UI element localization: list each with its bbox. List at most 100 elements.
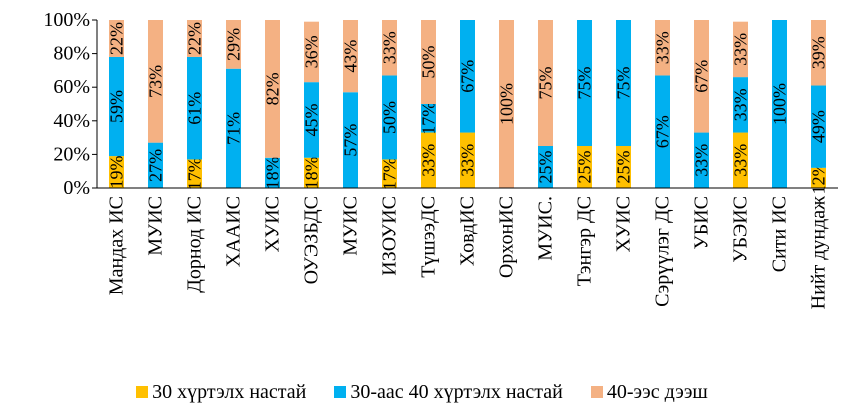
data-label: 18% [263, 156, 283, 189]
bar-segment [343, 20, 358, 93]
bar-segment [265, 20, 280, 158]
bar-segment [460, 132, 475, 188]
x-axis: Мандах ИС МУИС Дорнод ИС ХААИС ХУИС ОУЭЗБДС МУ… [97, 187, 838, 310]
bar-segment [226, 68, 241, 188]
data-label: 22% [185, 22, 205, 55]
data-label: 43% [341, 40, 361, 73]
data-label: 33% [731, 88, 751, 121]
data-label: 33% [692, 144, 712, 177]
category-label: МУИС [340, 196, 362, 256]
category-label: УБИС [691, 196, 713, 249]
bar-segment [733, 21, 748, 78]
bar-segment [733, 77, 748, 133]
y-tick-label: 80% [53, 43, 90, 65]
bar-segment [187, 20, 202, 57]
legend: 30 хүртэлх настай 30-аас 40 хүртэлх наст… [0, 378, 844, 406]
bar-segment [538, 146, 553, 188]
data-label: 50% [419, 46, 439, 79]
bar-segment [109, 20, 124, 57]
data-label: 17% [380, 157, 400, 190]
data-label: 25% [536, 151, 556, 184]
category-label: Сити ИС [769, 196, 791, 272]
data-label: 67% [692, 60, 712, 93]
y-tick-label: 20% [53, 143, 90, 165]
data-label: 71% [224, 112, 244, 145]
bar-segment [694, 132, 709, 188]
bar-segment [304, 82, 319, 158]
bar-segment [148, 20, 163, 143]
bar-segment [460, 20, 475, 133]
bar-segment [382, 20, 397, 76]
category-label: ОрхонИС [496, 196, 518, 278]
y-tick-label: 60% [53, 76, 90, 98]
data-label: 100% [497, 83, 517, 125]
bar-segment [304, 157, 319, 188]
bar-segment [109, 56, 124, 157]
bar-segment [811, 167, 826, 188]
data-label: 27% [146, 149, 166, 182]
category-label: ОУЭЗБДС [301, 196, 323, 284]
y-axis: 0% 20% 40% 60% 80% 100% [43, 9, 98, 199]
data-label: 25% [614, 151, 634, 184]
category-label: ХУИС [262, 196, 284, 252]
y-tick-label: 0% [63, 177, 90, 199]
data-label: 75% [575, 67, 595, 100]
bar-segment [148, 142, 163, 188]
bar-segment [616, 146, 631, 188]
legend-swatch-under-30 [136, 386, 149, 398]
legend-item-30-40: 30-аас 40 хүртэлх настай [334, 381, 563, 404]
bar-segment [577, 146, 592, 188]
data-label: 67% [653, 115, 673, 148]
bar-segment [655, 75, 670, 188]
category-label: МУИС. [535, 196, 557, 261]
data-label: 45% [302, 103, 322, 136]
legend-item-over-40: 40-ээс дээш [590, 380, 708, 404]
legend-item-under-30: 30 хүртэлх настай [136, 381, 306, 404]
bar-segment [343, 92, 358, 188]
category-label: ТүшээДС [418, 196, 440, 278]
data-label: 17% [419, 102, 439, 135]
category-label: ХУИС [613, 196, 635, 252]
bar-segment [811, 85, 826, 168]
data-label: 100% [770, 83, 790, 125]
bar-segment [187, 159, 202, 188]
data-label: 61% [185, 92, 205, 125]
data-label: 33% [419, 144, 439, 177]
data-label: 67% [458, 60, 478, 93]
legend-label-30-40: 30-аас 40 хүртэлх настай [350, 380, 563, 403]
data-label: 33% [731, 33, 751, 66]
bar-segment [382, 75, 397, 160]
bar-segment [811, 20, 826, 86]
data-label: 75% [614, 67, 634, 100]
data-label: 19% [107, 156, 127, 189]
bar-segment [694, 20, 709, 133]
data-label: 12% [809, 161, 829, 194]
data-label: 33% [653, 31, 673, 64]
legend-swatch-over-40 [590, 386, 603, 398]
bar-segment [421, 132, 436, 188]
y-tick-label: 40% [53, 110, 90, 132]
data-label: 18% [302, 156, 322, 189]
category-label: ХовдИС [457, 196, 479, 266]
legend-label-over-40: 40-ээс дээш [606, 380, 708, 403]
stacked-bar-chart: 0% 20% 40% 60% 80% 100% 19% 59% 22% 27% 73% 17% 61%… [43, 9, 838, 310]
category-label: УБЭИС [730, 196, 752, 263]
category-label: Тэнгэр ДС [574, 196, 596, 286]
bar-segment [265, 157, 280, 188]
bar-segment [226, 20, 241, 69]
category-label: Нийт дундаж [808, 196, 830, 310]
bar-segment [421, 20, 436, 104]
category-label: Мандах ИС [106, 196, 128, 295]
category-label: ИЗОУИС [379, 196, 401, 276]
legend-swatch-30-40 [334, 386, 347, 398]
data-label: 59% [107, 90, 127, 123]
bar-segment [538, 20, 553, 146]
bar-segment [616, 20, 631, 146]
data-label: 49% [809, 110, 829, 143]
data-label: 33% [380, 31, 400, 64]
data-label: 25% [575, 151, 595, 184]
data-label: 82% [263, 72, 283, 105]
data-label: 73% [146, 65, 166, 98]
category-label: Дорнод ИС [184, 196, 206, 293]
bar-segment [772, 20, 787, 188]
